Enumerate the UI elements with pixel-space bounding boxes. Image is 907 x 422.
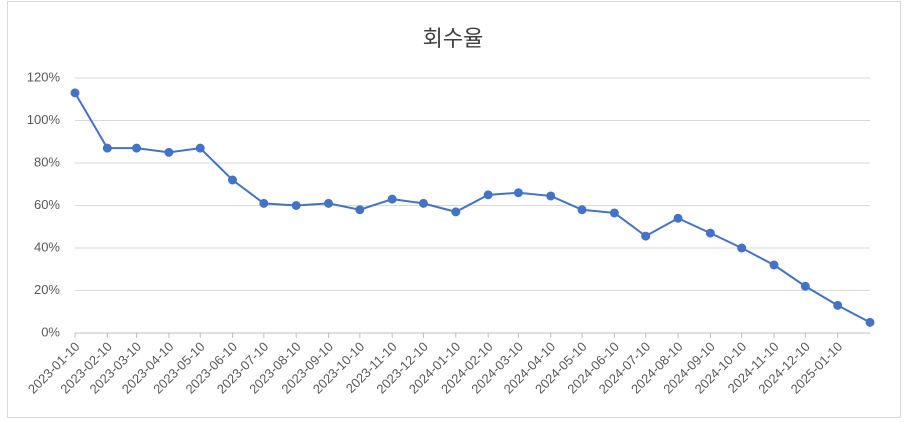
marker [546,191,556,201]
y-tick-label: 80% [34,154,60,169]
marker [865,317,875,327]
marker [70,88,80,98]
chart-title: 회수율 [423,26,484,51]
marker [418,198,428,208]
y-tick-label: 120% [27,69,61,84]
marker [451,207,461,217]
line [74,92,871,324]
marker [228,175,238,185]
marker [355,205,365,215]
marker [132,143,142,153]
y-tick-label: 100% [27,112,61,127]
marker [291,201,301,210]
marker [609,208,619,218]
y-tick-label: 0% [41,324,60,339]
marker [387,194,397,204]
marker [259,198,269,208]
marker [833,300,843,310]
y-tick-label: 40% [34,239,60,254]
marker [483,190,493,200]
marker [164,147,174,157]
marker [513,188,523,198]
marker [737,243,747,253]
marker [324,198,334,208]
marker [577,205,587,215]
marker [102,143,112,153]
y-tick-label: 60% [34,197,60,212]
marker [641,231,651,241]
y-tick-label: 20% [34,282,60,297]
marker [800,281,810,291]
marker [195,143,205,153]
marker [673,213,683,223]
marker [769,260,779,270]
marker [705,228,715,238]
